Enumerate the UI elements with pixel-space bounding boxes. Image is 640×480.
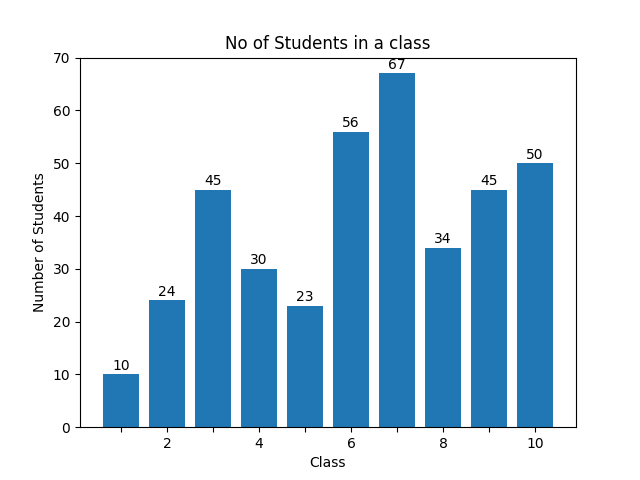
Bar <box>241 269 277 427</box>
Bar <box>333 132 369 427</box>
Text: 50: 50 <box>526 148 544 162</box>
Y-axis label: Number of Students: Number of Students <box>33 172 47 312</box>
Text: 67: 67 <box>388 58 406 72</box>
Text: 10: 10 <box>112 359 130 373</box>
Bar <box>148 300 186 427</box>
Bar <box>287 306 323 427</box>
Bar <box>379 73 415 427</box>
Bar <box>424 248 461 427</box>
Bar <box>470 190 508 427</box>
X-axis label: Class: Class <box>310 456 346 470</box>
Bar <box>102 374 140 427</box>
Text: 24: 24 <box>158 285 176 299</box>
Bar <box>516 163 554 427</box>
Text: 45: 45 <box>204 174 221 188</box>
Bar <box>195 190 232 427</box>
Text: 56: 56 <box>342 116 360 130</box>
Text: 45: 45 <box>480 174 498 188</box>
Text: 34: 34 <box>435 232 452 246</box>
Text: 30: 30 <box>250 253 268 267</box>
Text: 23: 23 <box>296 290 314 304</box>
Title: No of Students in a class: No of Students in a class <box>225 35 431 53</box>
